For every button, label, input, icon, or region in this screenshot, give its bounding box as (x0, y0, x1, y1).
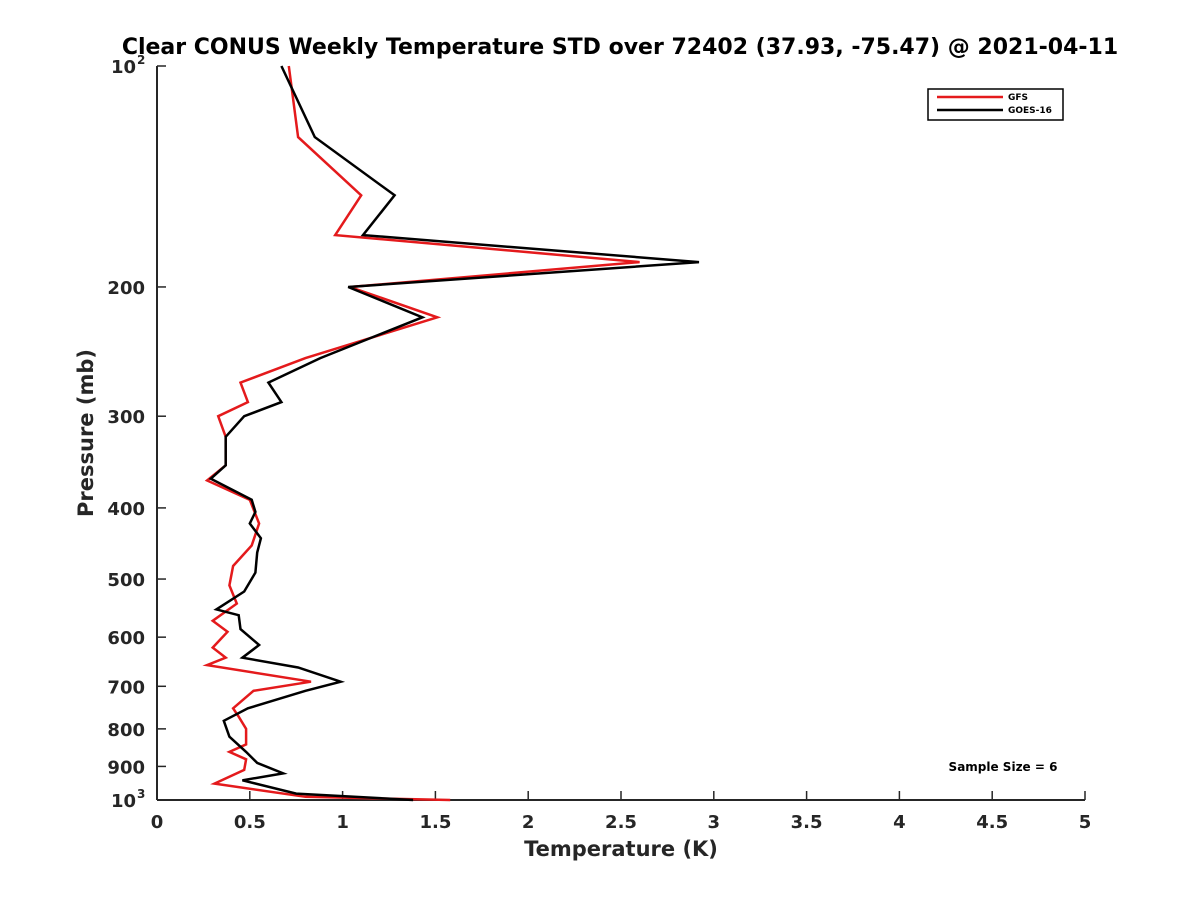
y-tick-label: 400 (107, 499, 145, 520)
chart-title: Clear CONUS Weekly Temperature STD over … (122, 35, 1118, 60)
x-tick-label: 3 (708, 812, 721, 833)
sample-size-annotation: Sample Size = 6 (949, 760, 1058, 774)
x-tick-label: 1.5 (419, 812, 451, 833)
x-tick-label: 3.5 (791, 812, 823, 833)
legend: GFS GOES-16 (927, 88, 1064, 121)
plot-area (156, 66, 1085, 801)
series-lines (202, 65, 700, 802)
legend-label-goes16: GOES-16 (1008, 106, 1052, 116)
series-line-gfs (202, 65, 640, 802)
x-tick-label: 2 (522, 812, 535, 833)
x-axis-label: Temperature (K) (524, 837, 718, 861)
series-line-goes16 (208, 65, 700, 802)
y-tick-label: 300 (107, 407, 145, 428)
x-tick-label: 0 (151, 812, 164, 833)
y-tick-label: 900 (107, 757, 145, 778)
x-tick-label: 5 (1079, 812, 1092, 833)
y-tick-exponent: 2 (137, 53, 145, 67)
y-axis-label: Pressure (mb) (74, 349, 98, 517)
y-tick-label: 500 (107, 570, 145, 591)
y-tick-exponent: 3 (137, 787, 145, 801)
y-tick-label: 600 (107, 628, 145, 649)
y-tick-label: 10 (111, 57, 136, 78)
x-tick-label: 2.5 (605, 812, 637, 833)
y-tick-label: 800 (107, 720, 145, 741)
x-ticks: 0 0.5 1 1.5 2 2.5 3 3.5 4 4.5 5 (151, 791, 1092, 833)
x-tick-label: 1 (336, 812, 349, 833)
y-tick-label: 700 (107, 677, 145, 698)
y-tick-label: 10 (111, 791, 136, 812)
x-tick-label: 4 (893, 812, 906, 833)
y-tick-label: 200 (107, 278, 145, 299)
x-tick-label: 4.5 (976, 812, 1008, 833)
legend-label-gfs: GFS (1008, 93, 1028, 103)
x-tick-label: 0.5 (234, 812, 266, 833)
legend-box (927, 88, 1064, 121)
